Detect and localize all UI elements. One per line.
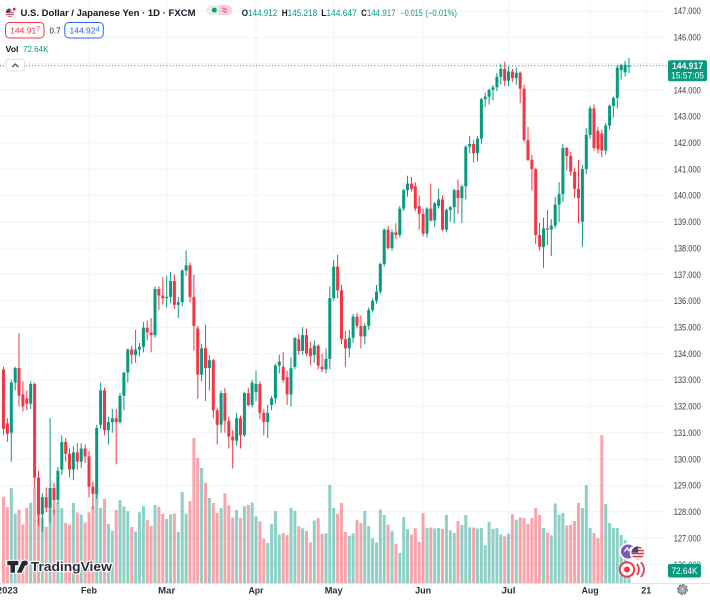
svg-text:May: May [325, 586, 344, 597]
svg-text:134.000: 134.000 [674, 349, 701, 359]
svg-text:7: 7 [36, 27, 40, 34]
svg-text:Mar: Mar [158, 586, 175, 597]
svg-text:15:57:05: 15:57:05 [671, 71, 704, 81]
svg-text:144.000: 144.000 [674, 85, 701, 95]
svg-text:144.917: 144.917 [672, 61, 703, 71]
svg-text:Jul: Jul [502, 586, 516, 597]
svg-text:139.000: 139.000 [674, 217, 701, 227]
svg-text:Feb: Feb [81, 586, 97, 597]
svg-text:141.000: 141.000 [674, 164, 701, 174]
svg-text:0.7: 0.7 [50, 25, 61, 35]
svg-text:133.000: 133.000 [674, 375, 701, 385]
svg-text:(−0.01%): (−0.01%) [425, 8, 457, 18]
svg-text:4: 4 [96, 27, 100, 34]
svg-text:137.000: 137.000 [674, 270, 701, 280]
svg-text:129.000: 129.000 [674, 481, 701, 491]
svg-text:140.000: 140.000 [674, 191, 701, 201]
svg-text:72.64K: 72.64K [672, 566, 698, 576]
svg-text:135.000: 135.000 [674, 323, 701, 333]
svg-text:U.S. Dollar / Japanese Yen · 1: U.S. Dollar / Japanese Yen · 1D · FXCM [21, 8, 196, 18]
svg-text:Jun: Jun [415, 586, 431, 597]
svg-text:2023: 2023 [0, 586, 18, 597]
svg-text:O144.912: O144.912 [242, 8, 278, 18]
svg-text:138.000: 138.000 [674, 243, 701, 253]
svg-text:Vol: Vol [6, 44, 19, 54]
svg-text:H145.218: H145.218 [282, 8, 318, 18]
svg-text:130.000: 130.000 [674, 454, 701, 464]
svg-text:147.000: 147.000 [674, 6, 701, 16]
svg-text:−0.015: −0.015 [401, 8, 423, 18]
svg-text:143.000: 143.000 [674, 112, 701, 122]
svg-text:146.000: 146.000 [674, 33, 701, 43]
svg-text:L144.647: L144.647 [321, 8, 357, 18]
svg-text:144.92: 144.92 [70, 25, 96, 35]
svg-text:144.91: 144.91 [10, 25, 36, 35]
svg-text:TradingView: TradingView [31, 560, 112, 574]
svg-text:142.000: 142.000 [674, 138, 701, 148]
svg-text:72.64K: 72.64K [23, 44, 49, 54]
svg-text:132.000: 132.000 [674, 402, 701, 412]
svg-text:Aug: Aug [582, 586, 599, 597]
svg-text:136.000: 136.000 [674, 296, 701, 306]
svg-text:Apr: Apr [249, 586, 264, 597]
svg-text:131.000: 131.000 [674, 428, 701, 438]
svg-text:C144.917: C144.917 [361, 8, 396, 18]
svg-text:127.000: 127.000 [674, 533, 701, 543]
svg-text:128.000: 128.000 [674, 507, 701, 517]
svg-text:21: 21 [641, 586, 652, 597]
